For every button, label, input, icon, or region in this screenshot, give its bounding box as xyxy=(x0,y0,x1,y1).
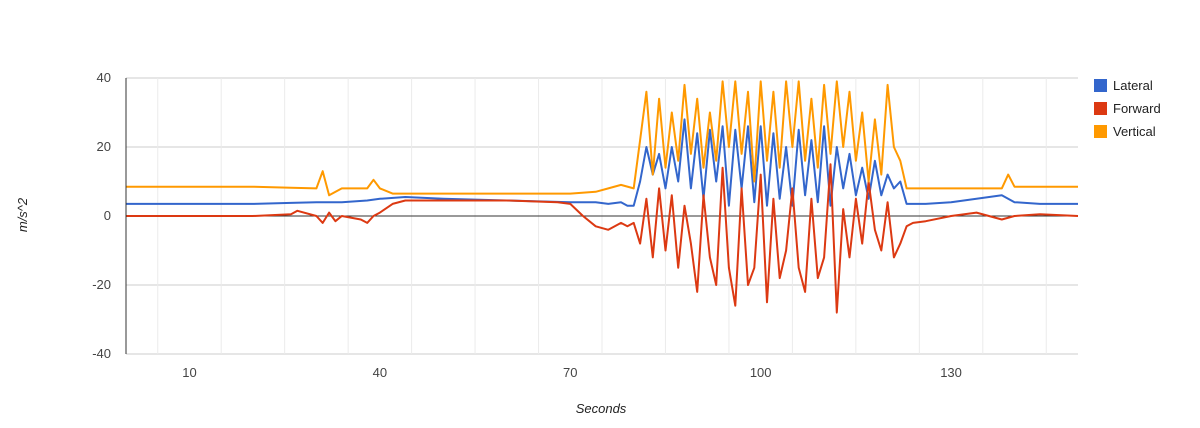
x-tick-label: 130 xyxy=(940,365,962,380)
y-tick-label: -40 xyxy=(92,346,111,361)
y-tick-label: 40 xyxy=(97,70,111,85)
series-line-forward xyxy=(126,163,1079,314)
x-tick-label: 100 xyxy=(750,365,772,380)
y-tick-label: 20 xyxy=(97,139,111,154)
x-tick-label: 40 xyxy=(373,365,387,380)
y-tick-label: -20 xyxy=(92,277,111,292)
x-tick-label: 70 xyxy=(563,365,577,380)
tick-labels: 40 20 0 -20 -40 10 40 70 100 130 xyxy=(92,70,962,380)
plot-area xyxy=(126,80,1079,314)
legend-swatch-vertical xyxy=(1094,125,1107,138)
y-tick-label: 0 xyxy=(104,208,111,223)
legend-swatch-lateral xyxy=(1094,79,1107,92)
legend-item-vertical[interactable]: Vertical xyxy=(1094,120,1161,143)
legend-label-lateral: Lateral xyxy=(1113,78,1153,93)
legend: Lateral Forward Vertical xyxy=(1094,74,1161,143)
legend-item-forward[interactable]: Forward xyxy=(1094,97,1161,120)
x-axis-title: Seconds xyxy=(576,401,627,416)
legend-label-vertical: Vertical xyxy=(1113,124,1156,139)
y-axis-title: m/s^2 xyxy=(15,197,30,232)
series-line-vertical xyxy=(126,80,1078,197)
x-tick-label: 10 xyxy=(182,365,196,380)
legend-label-forward: Forward xyxy=(1113,101,1161,116)
legend-swatch-forward xyxy=(1094,102,1107,115)
legend-item-lateral[interactable]: Lateral xyxy=(1094,74,1161,97)
